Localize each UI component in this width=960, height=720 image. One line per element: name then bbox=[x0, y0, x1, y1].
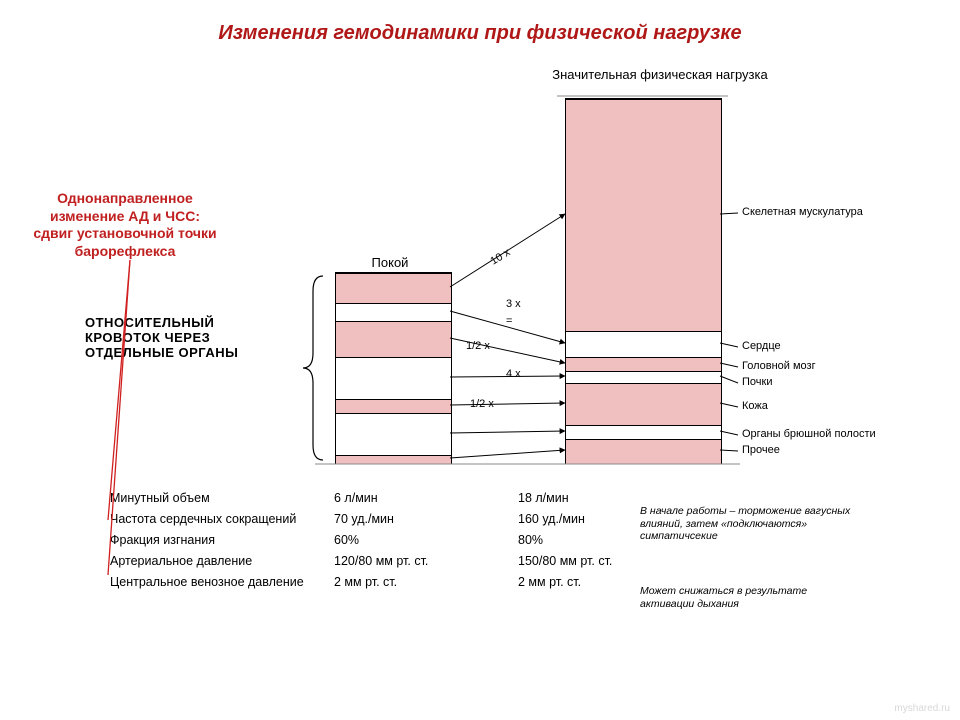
organ-label: Прочее bbox=[742, 444, 780, 456]
organ-label: Скелетная мускулатура bbox=[742, 206, 863, 218]
multiplier-label: 1/2 x bbox=[470, 398, 494, 410]
organ-label: Органы брюшной полости bbox=[742, 428, 876, 440]
watermark: myshared.ru bbox=[894, 703, 950, 714]
bar-segment bbox=[566, 425, 721, 440]
column-header-rest: Покой bbox=[330, 255, 450, 270]
table-row: Минутный объем6 л/мин18 л/мин bbox=[104, 488, 664, 507]
organ-label: Кожа bbox=[742, 400, 768, 412]
bar-segment bbox=[566, 331, 721, 358]
relative-flow-label: ОТНОСИТЕЛЬНЫЙ КРОВОТОК ЧЕРЕЗ ОТДЕЛЬНЫЕ О… bbox=[85, 315, 280, 360]
organ-label: Почки bbox=[742, 376, 772, 388]
table-cell: 60% bbox=[328, 530, 510, 549]
bar-segment bbox=[566, 357, 721, 372]
bar-rest bbox=[335, 272, 452, 464]
bar-segment bbox=[336, 321, 451, 358]
bar-segment bbox=[336, 303, 451, 322]
page-title: Изменения гемодинамики при физической на… bbox=[0, 22, 960, 45]
bar-segment bbox=[336, 413, 451, 456]
table-cell: 120/80 мм рт. ст. bbox=[328, 551, 510, 570]
parameter-table: Минутный объем6 л/мин18 л/мин Частота сер… bbox=[102, 486, 666, 593]
multiplier-label: 1/2 x bbox=[466, 340, 490, 352]
table-cell: Минутный объем bbox=[104, 488, 326, 507]
bar-segment bbox=[336, 399, 451, 414]
note-breathing: Может снижаться в результате активации д… bbox=[640, 585, 860, 610]
annotation-baroreflex: Однонаправленное изменение АД и ЧСС: сдв… bbox=[30, 190, 220, 260]
multiplier-label: 4 x bbox=[506, 368, 521, 380]
column-header-exercise: Значительная физическая нагрузка bbox=[550, 67, 770, 83]
table-cell: 150/80 мм рт. ст. bbox=[512, 551, 664, 570]
table-row: Артериальное давление120/80 мм рт. ст.15… bbox=[104, 551, 664, 570]
table-row: Частота сердечных сокращений70 уд./мин16… bbox=[104, 509, 664, 528]
bar-segment bbox=[566, 439, 721, 464]
multiplier-label: 3 x bbox=[506, 298, 521, 310]
table-cell: Артериальное давление bbox=[104, 551, 326, 570]
bar-segment bbox=[566, 383, 721, 426]
note-vagal: В начале работы – торможение вагусных вл… bbox=[640, 505, 860, 543]
table-cell: 6 л/мин bbox=[328, 488, 510, 507]
bar-exercise bbox=[565, 98, 722, 464]
bar-segment bbox=[566, 99, 721, 332]
multiplier-label: 10 x bbox=[488, 246, 512, 267]
diagram-overlay bbox=[0, 0, 960, 720]
table-row: Фракция изгнания60%80% bbox=[104, 530, 664, 549]
table-row: Центральное венозное давление2 мм рт. ст… bbox=[104, 572, 664, 591]
multiplier-label: = bbox=[506, 315, 512, 327]
organ-label: Сердце bbox=[742, 340, 781, 352]
bar-segment bbox=[336, 357, 451, 400]
table-cell: 70 уд./мин bbox=[328, 509, 510, 528]
bar-segment bbox=[336, 455, 451, 464]
table-cell: Центральное венозное давление bbox=[104, 572, 326, 591]
table-cell: Фракция изгнания bbox=[104, 530, 326, 549]
organ-label: Головной мозг bbox=[742, 360, 816, 372]
table-cell: Частота сердечных сокращений bbox=[104, 509, 326, 528]
bar-segment bbox=[336, 273, 451, 304]
table-cell: 2 мм рт. ст. bbox=[328, 572, 510, 591]
